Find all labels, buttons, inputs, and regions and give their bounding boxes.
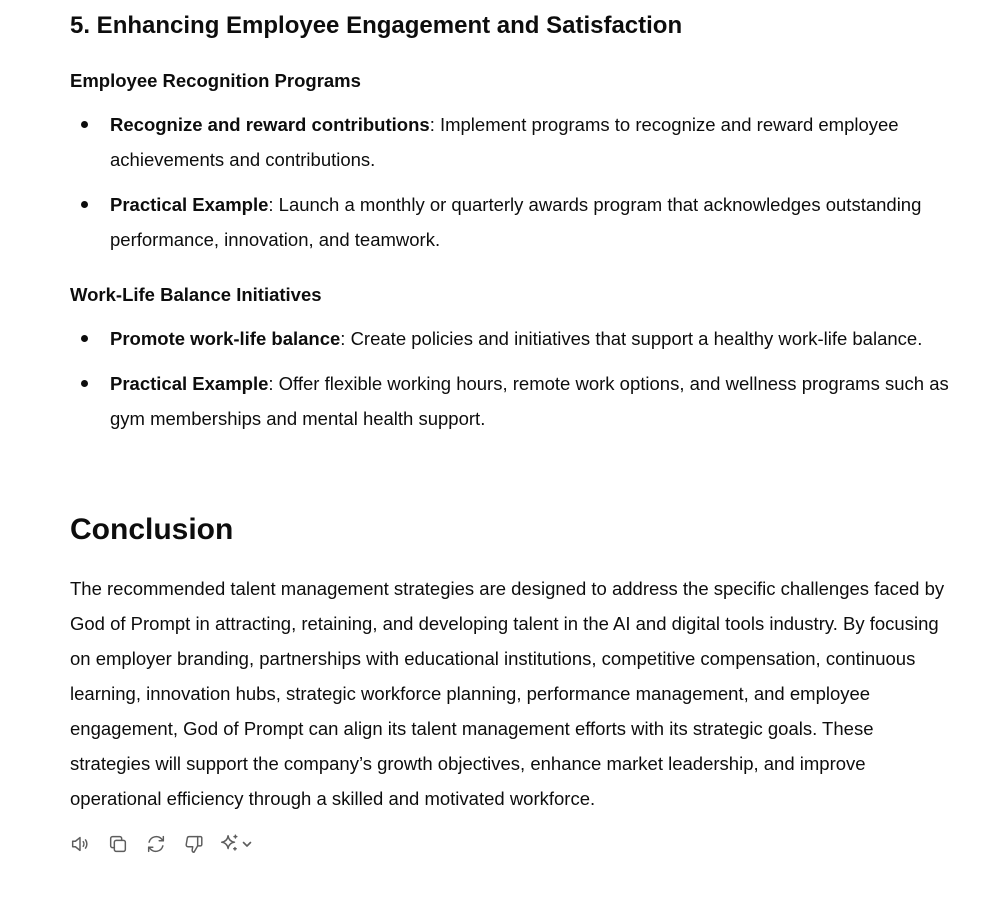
thumbs-down-icon: [185, 835, 203, 853]
bullet-icon: [81, 201, 88, 208]
list-item: Recognize and reward contributions: Impl…: [70, 107, 950, 177]
regenerate-button[interactable]: [142, 830, 170, 858]
worklife-list: Promote work-life balance: Create polici…: [70, 321, 950, 446]
conclusion-paragraph: The recommended talent management strate…: [70, 578, 945, 809]
list-item-bold: Recognize and reward contributions: [110, 114, 430, 135]
list-item-bold: Promote work-life balance: [110, 328, 341, 349]
section-heading: 5. Enhancing Employee Engagement and Sat…: [70, 12, 683, 39]
message-action-bar: [66, 830, 268, 858]
list-item: Practical Example: Launch a monthly or q…: [70, 187, 950, 257]
thumbs-down-button[interactable]: [180, 830, 208, 858]
read-aloud-button[interactable]: [66, 830, 94, 858]
conclusion-heading: Conclusion: [70, 513, 234, 546]
sparkle-icon: [220, 834, 238, 851]
bullet-icon: [81, 121, 88, 128]
switch-model-button[interactable]: [218, 830, 258, 858]
recognition-list: Recognize and reward contributions: Impl…: [70, 107, 950, 267]
bullet-icon: [81, 335, 88, 342]
list-item-text: : Offer flexible working hours, remote w…: [110, 373, 949, 429]
list-item-text: : Implement programs to recognize and re…: [110, 114, 899, 170]
list-item-bold: Practical Example: [110, 373, 269, 394]
regenerate-icon: [147, 835, 165, 853]
worklife-heading: Work-Life Balance Initiatives: [70, 284, 322, 305]
list-item-text: : Launch a monthly or quarterly awards p…: [110, 194, 922, 250]
copy-button[interactable]: [104, 830, 132, 858]
bullet-icon: [81, 380, 88, 387]
chevron-down-icon: [242, 841, 252, 847]
list-item-bold: Practical Example: [110, 194, 269, 215]
list-item: Practical Example: Offer flexible workin…: [70, 366, 950, 436]
list-item-text: : Create policies and initiatives that s…: [340, 328, 923, 349]
list-item: Promote work-life balance: Create polici…: [70, 321, 950, 356]
recognition-heading: Employee Recognition Programs: [70, 70, 361, 91]
copy-icon: [109, 835, 127, 853]
read-aloud-icon: [71, 836, 88, 852]
